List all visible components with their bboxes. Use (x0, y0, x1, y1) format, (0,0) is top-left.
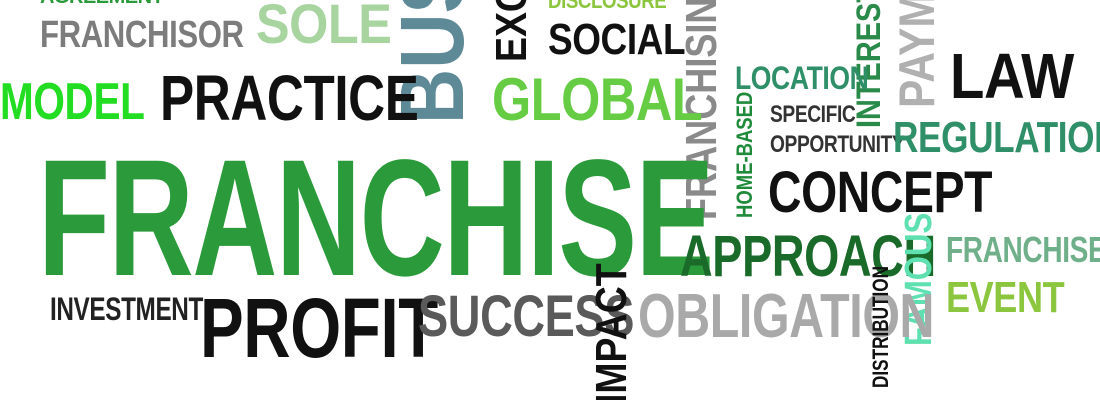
word-global: GLOBAL (492, 66, 703, 133)
word-opportunity: OPPORTUNITY (770, 131, 905, 158)
word-franchise: FRANCHISE (38, 126, 714, 311)
word-profit: PROFIT (200, 281, 438, 375)
word-investment: INVESTMENT (50, 291, 203, 327)
word-approach: APPROACH (680, 224, 936, 289)
word-sole: SOLE (256, 0, 392, 55)
word-agreement: AGREEMENT (40, 0, 164, 7)
word-practice: PRACTICE (160, 62, 419, 134)
word-impact: IMPACT (587, 263, 636, 400)
word-exclusive: EXC (487, 0, 536, 62)
word-concept: CONCEPT (768, 160, 993, 225)
word-obligation: OBLIGATION (638, 282, 935, 351)
word-location: LOCATION (735, 60, 869, 96)
word-franchisor: FRANCHISOR (40, 14, 244, 56)
word-distribution: DISTRIBUTION (868, 265, 893, 388)
word-franchisee: FRANCHISEE (946, 229, 1100, 270)
word-event: EVENT (946, 273, 1065, 322)
word-model: MODEL (0, 73, 145, 131)
word-law: LAW (950, 40, 1074, 112)
word-specific: SPECIFIC (770, 101, 856, 128)
word-disclosure: DISCLOSURE (548, 0, 667, 13)
word-home-based: HOME-BASED (732, 91, 757, 218)
word-regulation: REGULATION (893, 113, 1100, 162)
word-payment: PAYM (889, 0, 945, 108)
word-success: SUCCESS (418, 284, 634, 349)
word-social: SOCIAL (548, 15, 686, 64)
